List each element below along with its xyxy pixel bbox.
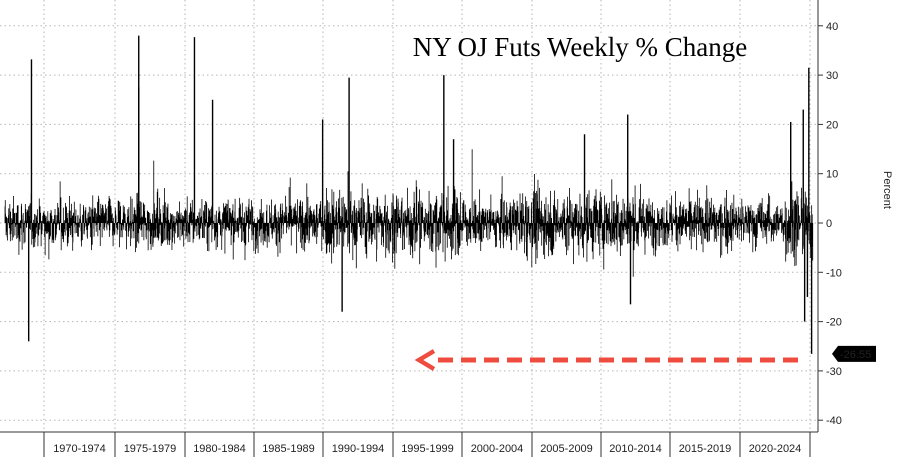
x-tick-label: 1995-1999	[401, 443, 454, 455]
arrow-head	[414, 349, 436, 371]
x-tick-label: 2015-2019	[679, 443, 732, 455]
y-tick-label: -20	[826, 317, 842, 329]
y-tick-label: -30	[826, 366, 842, 378]
weekly-change-bars	[4, 149, 814, 277]
notable-spikes	[27, 35, 813, 354]
x-tick-label: 1990-1994	[332, 443, 385, 455]
x-tick-label: 1985-1989	[262, 443, 315, 455]
last-value-label: -26.55	[840, 349, 871, 361]
x-tick-label: 2010-2014	[609, 443, 662, 455]
weekly-bars-path	[4, 149, 814, 277]
y-tick-label: 20	[826, 119, 838, 131]
y-tick-label: 10	[826, 169, 838, 181]
y-tick-label: 30	[826, 70, 838, 82]
x-axis-ticks: 1970-1974 1975-1979 1980-1984 1985-1989 1990…	[43, 432, 811, 457]
x-tick-label: 2000-2004	[471, 443, 524, 455]
x-tick-label: 2020-2024	[749, 443, 802, 455]
x-tick-label: 1980-1984	[193, 443, 246, 455]
y-tick-label: -40	[826, 415, 842, 427]
y-tick-label: -10	[826, 267, 842, 279]
y-tick-label: 40	[826, 21, 838, 33]
last-value-badge-shape	[832, 345, 876, 362]
x-tick-label: 1970-1974	[53, 443, 106, 455]
x-tick-label: 2005-2009	[540, 443, 593, 455]
y-tick-label: 0	[826, 218, 832, 230]
red-dashed-arrow	[414, 349, 798, 371]
y-axis-ticks: 40 30 20 10 0 -10 -20 -30 -40	[818, 21, 842, 427]
x-tick-label: 1975-1979	[124, 443, 177, 455]
last-value-badge: -26.55	[832, 345, 876, 362]
y-axis-label: Percent	[881, 171, 893, 209]
chart-title: NY OJ Futs Weekly % Change	[413, 32, 748, 62]
